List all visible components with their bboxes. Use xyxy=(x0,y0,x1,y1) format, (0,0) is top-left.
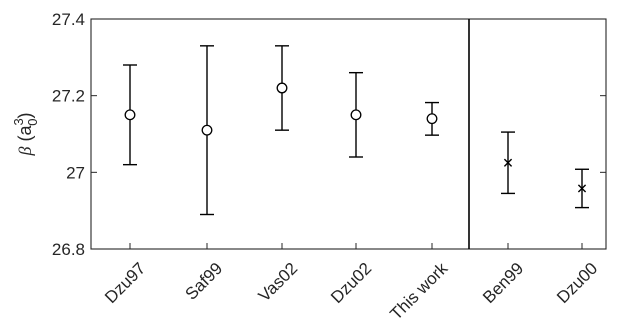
x-tick-label: Dzu00 xyxy=(553,259,601,307)
x-marker xyxy=(503,158,513,167)
x-tick-label: Ben99 xyxy=(479,259,527,307)
y-tick-label: 27.2 xyxy=(52,87,85,106)
y-tick-label: 26.8 xyxy=(52,240,85,259)
circle-marker xyxy=(201,124,213,136)
circle-marker xyxy=(124,109,136,121)
x-tick-label: Dzu97 xyxy=(101,259,149,307)
data-marks xyxy=(123,45,589,216)
circle-marker xyxy=(276,82,288,94)
x-tick-label: This work xyxy=(386,259,451,324)
x-tick-label: Vas02 xyxy=(255,259,302,306)
data-point-this-work xyxy=(425,101,439,136)
circle-marker xyxy=(426,113,438,125)
circle-marker xyxy=(350,109,362,121)
data-point-dzu02 xyxy=(349,71,363,158)
data-point-dzu97 xyxy=(123,64,137,166)
plot-frame xyxy=(90,18,607,250)
data-point-ben99 xyxy=(501,131,515,195)
data-point-vas02 xyxy=(275,45,289,131)
x-axis-ticks: Dzu97 Saf99 Vas02 Dzu02 This work Ben99 Dzu00 xyxy=(101,243,601,324)
x-marker xyxy=(577,184,587,193)
data-point-dzu00 xyxy=(575,168,589,209)
y-tick-label: 27 xyxy=(66,163,85,182)
plot-box xyxy=(90,18,607,250)
y-axis-label: β (a30) xyxy=(11,113,40,157)
y-tick-label: 27.4 xyxy=(52,10,85,29)
x-tick-label: Dzu02 xyxy=(327,259,375,307)
x-tick-label: Saf99 xyxy=(181,259,226,304)
data-point-saf99 xyxy=(200,45,214,216)
y-axis-ticks: 26.8 27 27.2 27.4 xyxy=(52,10,606,259)
